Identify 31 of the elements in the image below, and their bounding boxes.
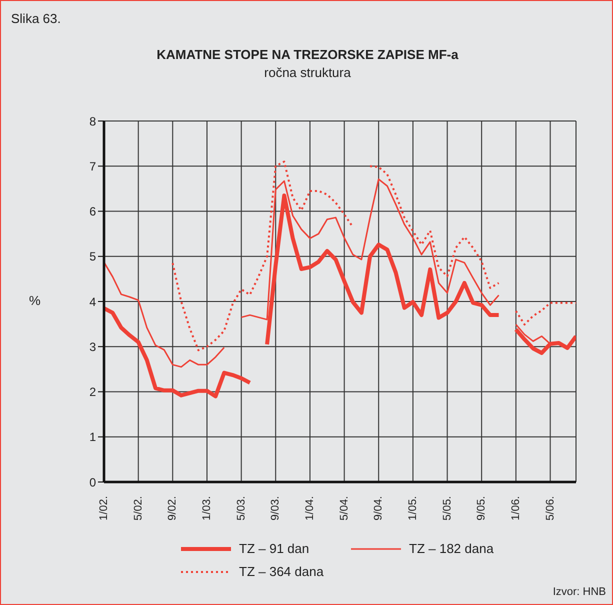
text: Slika 63. xyxy=(11,11,61,26)
x-tick-label: 5/04. xyxy=(338,496,350,520)
y-tick-label: 5 xyxy=(89,250,96,264)
chart-subtitle: ročna struktura xyxy=(263,65,352,80)
chart-title: KAMATNE STOPE NA TREZORSKE ZAPISE MF-a xyxy=(156,47,460,62)
x-tick-label: 1/02. xyxy=(98,496,110,520)
x-tick-label: 9/05. xyxy=(476,496,488,520)
y-tick-label: 3 xyxy=(89,340,96,354)
y-tick-label: 6 xyxy=(89,204,96,219)
x-tick-label: 5/03. xyxy=(235,496,248,520)
y-tick-label: 7 xyxy=(89,159,96,174)
x-tick-label: 1/06. xyxy=(510,496,522,520)
text: Izvor: HNB xyxy=(552,586,606,598)
x-tick-label: 5/05. xyxy=(441,496,454,520)
x-tick-label: 9/02. xyxy=(166,496,179,520)
x-tick-label: 5/02. xyxy=(132,496,144,520)
x-tick-label: 5/06. xyxy=(544,496,556,520)
legend-label: TZ – 364 dana xyxy=(239,564,324,579)
x-tick-label: 1/03. xyxy=(200,496,213,520)
y-tick-label: 8 xyxy=(89,114,96,128)
y-tick-label: 1 xyxy=(89,430,96,444)
y-tick-label: 2 xyxy=(89,385,96,400)
legend-label: TZ – 182 dana xyxy=(409,541,494,556)
y-tick-label: 4 xyxy=(89,294,96,309)
x-tick-label: 9/03. xyxy=(270,496,282,520)
x-tick-label: 1/05. xyxy=(406,496,419,520)
x-tick-label: 9/04. xyxy=(372,496,385,520)
legend-label: TZ – 91 dan xyxy=(239,541,310,556)
y-tick-label: 0 xyxy=(89,475,96,490)
y-axis-title: % xyxy=(29,293,41,308)
x-tick-label: 1/04. xyxy=(304,496,316,520)
